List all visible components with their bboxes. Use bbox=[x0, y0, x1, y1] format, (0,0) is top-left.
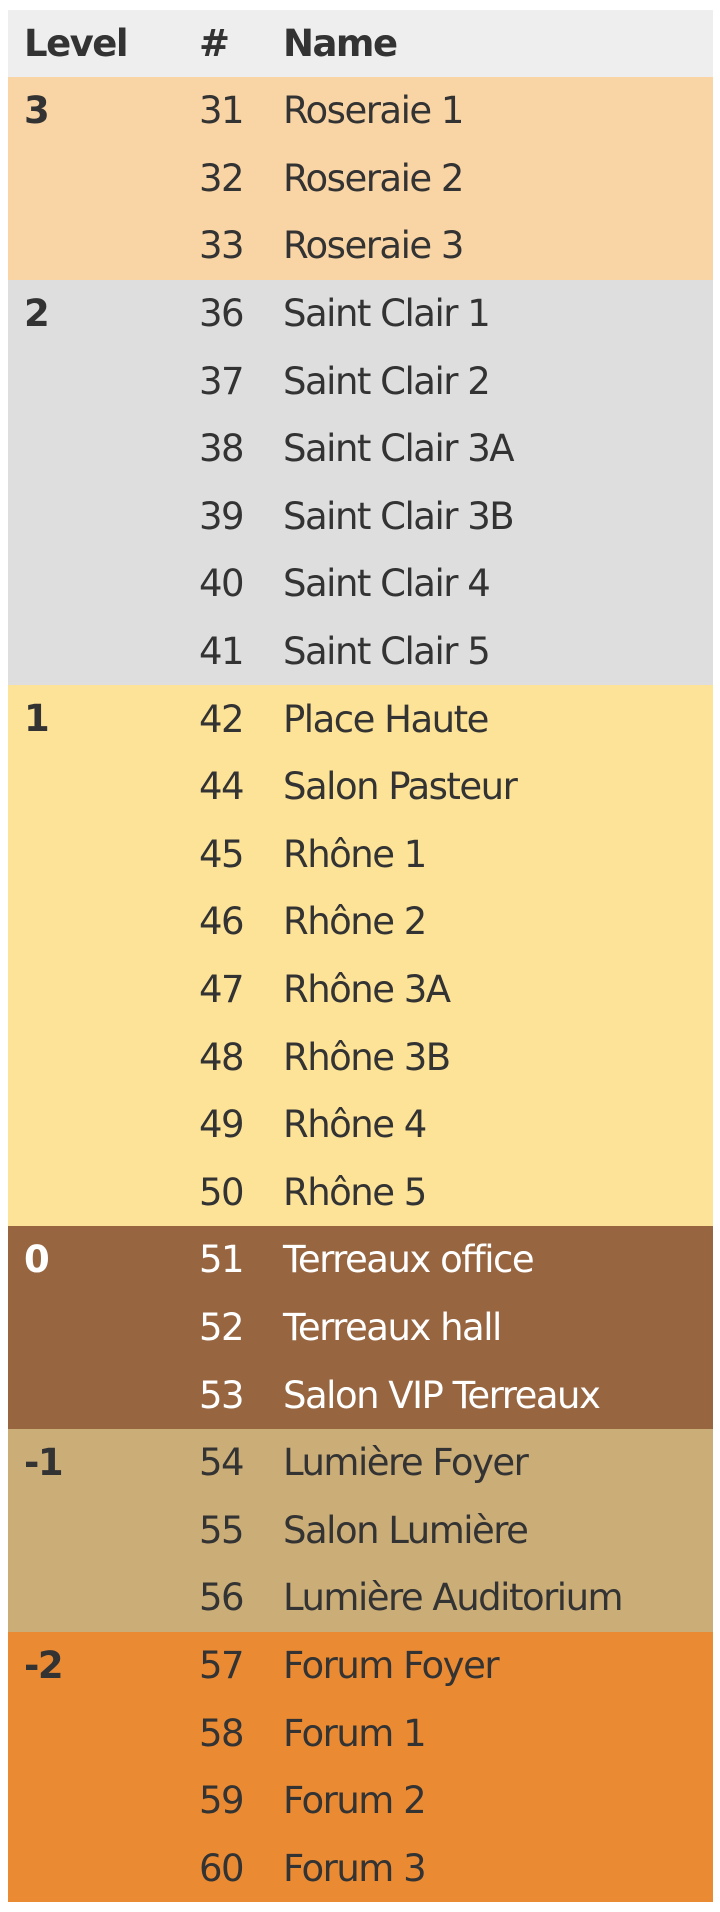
room-name: Saint Clair 1 bbox=[283, 292, 491, 336]
room-name: Terreaux hall bbox=[283, 1305, 502, 1349]
room-number: 60 bbox=[199, 1846, 245, 1890]
level-cell: -1 bbox=[24, 1440, 64, 1484]
room-number: 45 bbox=[199, 832, 245, 876]
level-cell: 1 bbox=[24, 697, 50, 741]
header-number: # bbox=[199, 10, 283, 77]
table-row: -1 54 Lumière Foyer bbox=[8, 1428, 713, 1497]
room-number: 46 bbox=[199, 900, 245, 944]
table-row: 2 36 Saint Clair 1 bbox=[8, 279, 713, 348]
room-number: 55 bbox=[199, 1508, 245, 1552]
table-body: 3 31 Roseraie 1 32 Roseraie 2 33 Roseraie 3 2 36… bbox=[8, 77, 713, 1903]
room-name: Lumière Auditorium bbox=[283, 1576, 624, 1620]
room-name: Rhône 3B bbox=[283, 1035, 451, 1079]
table-row: 1 42 Place Haute bbox=[8, 685, 713, 753]
header-row: Level # Name bbox=[8, 10, 713, 77]
room-number: 54 bbox=[199, 1441, 245, 1485]
room-number: 57 bbox=[199, 1643, 245, 1687]
room-name: Saint Clair 3B bbox=[283, 494, 515, 538]
room-name: Rhône 4 bbox=[283, 1103, 427, 1147]
room-name: Saint Clair 3A bbox=[283, 427, 515, 471]
room-name: Rhône 5 bbox=[283, 1170, 427, 1214]
room-number: 59 bbox=[199, 1779, 245, 1823]
room-name: Terreaux office bbox=[283, 1238, 535, 1282]
room-number: 41 bbox=[199, 630, 245, 674]
room-number: 48 bbox=[199, 1035, 245, 1079]
table-row: -2 57 Forum Foyer bbox=[8, 1631, 713, 1700]
room-number: 51 bbox=[199, 1238, 245, 1282]
room-name: Lumière Foyer bbox=[283, 1441, 529, 1485]
table-row: 0 51 Terreaux office bbox=[8, 1226, 713, 1294]
level-cell: 2 bbox=[24, 291, 50, 335]
table-row: 53 Salon VIP Terreaux bbox=[8, 1361, 713, 1429]
header-name: Name bbox=[283, 10, 713, 77]
room-number: 32 bbox=[199, 156, 245, 200]
room-name: Roseraie 3 bbox=[283, 224, 464, 268]
room-number: 47 bbox=[199, 968, 245, 1012]
level-cell: -2 bbox=[24, 1643, 64, 1687]
room-name: Roseraie 2 bbox=[283, 156, 464, 200]
room-number: 42 bbox=[199, 697, 245, 741]
room-name: Rhône 2 bbox=[283, 900, 427, 944]
room-name: Place Haute bbox=[283, 697, 489, 741]
rooms-table: Level # Name 3 31 Roseraie 1 32 Roseraie 2 33… bbox=[8, 10, 713, 1903]
room-number: 38 bbox=[199, 427, 245, 471]
room-name: Saint Clair 2 bbox=[283, 359, 491, 403]
room-name: Forum 1 bbox=[283, 1711, 427, 1755]
room-number: 49 bbox=[199, 1103, 245, 1147]
room-name: Saint Clair 5 bbox=[283, 630, 491, 674]
room-name: Salon VIP Terreaux bbox=[283, 1373, 601, 1417]
room-name: Forum 3 bbox=[283, 1846, 427, 1890]
room-number: 37 bbox=[199, 359, 245, 403]
room-number: 53 bbox=[199, 1373, 245, 1417]
room-number: 36 bbox=[199, 292, 245, 336]
level-cell: 3 bbox=[24, 89, 50, 132]
room-number: 31 bbox=[199, 89, 245, 133]
room-number: 44 bbox=[199, 765, 245, 809]
room-number: 50 bbox=[199, 1170, 245, 1214]
header-level: Level bbox=[8, 10, 199, 77]
room-name: Rhône 3A bbox=[283, 968, 451, 1012]
room-number: 40 bbox=[199, 562, 245, 606]
room-name: Saint Clair 4 bbox=[283, 562, 491, 606]
room-number: 52 bbox=[199, 1305, 245, 1349]
room-number: 39 bbox=[199, 494, 245, 538]
room-number: 33 bbox=[199, 224, 245, 268]
room-number: 58 bbox=[199, 1711, 245, 1755]
level-cell: 0 bbox=[24, 1238, 50, 1282]
room-name: Rhône 1 bbox=[283, 832, 427, 876]
room-name: Roseraie 1 bbox=[283, 89, 464, 133]
room-name: Forum Foyer bbox=[283, 1643, 500, 1687]
room-name: Salon Lumière bbox=[283, 1508, 529, 1552]
table-row: 3 31 Roseraie 1 bbox=[8, 77, 713, 145]
room-name: Forum 2 bbox=[283, 1779, 427, 1823]
room-number: 56 bbox=[199, 1576, 245, 1620]
room-name: Salon Pasteur bbox=[283, 765, 518, 809]
